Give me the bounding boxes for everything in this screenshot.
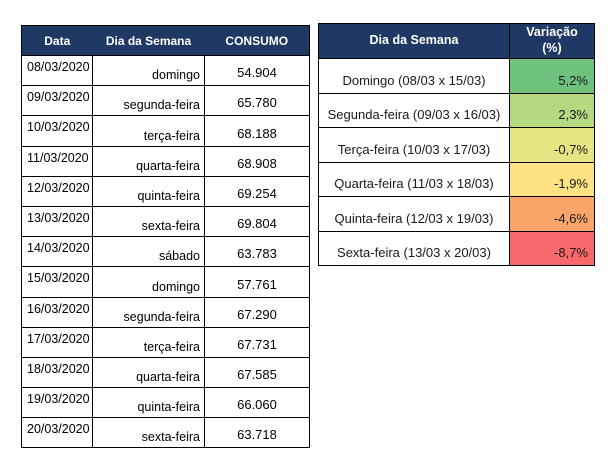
variation-header-line2: (%) xyxy=(542,41,562,55)
date-cell: 17/03/2020 xyxy=(21,326,93,358)
date-cell: 18/03/2020 xyxy=(21,356,93,389)
consumption-cell: 68.188 xyxy=(204,115,310,147)
consumption-cell: 68.908 xyxy=(204,145,310,177)
date-cell: 15/03/2020 xyxy=(21,266,93,298)
consumption-row: 17/03/2020 terça-feira 67.731 xyxy=(21,326,310,358)
variation-value-cell: -1,9% xyxy=(509,161,595,197)
consumption-row: 20/03/2020 sexta-feira 63.718 xyxy=(21,417,310,449)
variation-value-cell: 5,2% xyxy=(509,58,595,94)
consumption-cell: 63.783 xyxy=(204,236,310,268)
consumption-cell: 69.254 xyxy=(204,175,310,207)
consumption-cell: 57.761 xyxy=(204,266,310,298)
day-cell: segunda-feira xyxy=(92,85,205,117)
day-cell: quinta-feira xyxy=(92,387,205,419)
day-cell: quarta-feira xyxy=(92,145,205,177)
consumption-cell: 67.585 xyxy=(204,356,310,389)
date-cell: 08/03/2020 xyxy=(21,54,93,87)
consumption-row: 16/03/2020 segunda-feira 67.290 xyxy=(21,296,310,328)
consumption-row: 14/03/2020 sábado 63.783 xyxy=(21,236,310,268)
day-cell: terça-feira xyxy=(92,326,205,358)
day-cell: sábado xyxy=(92,236,205,268)
variation-value-cell: -0,7% xyxy=(509,127,595,163)
variation-header-line1: Variação xyxy=(526,25,578,40)
date-cell: 11/03/2020 xyxy=(21,145,93,177)
consumption-row: 18/03/2020 quarta-feira 67.585 xyxy=(21,356,310,389)
variation-header-day: Dia da Semana xyxy=(318,23,510,59)
variation-table: Dia da Semana Variação (%) Domingo (08/0… xyxy=(318,23,595,266)
date-cell: 12/03/2020 xyxy=(21,175,93,207)
consumption-header-day: Dia da Semana xyxy=(92,25,205,56)
consumption-table: Data Dia da Semana CONSUMO 08/03/2020 do… xyxy=(21,25,310,449)
date-cell: 19/03/2020 xyxy=(21,387,93,419)
date-cell: 13/03/2020 xyxy=(21,205,93,238)
variation-day-cell: Terça-feira (10/03 x 17/03) xyxy=(318,127,510,163)
date-cell: 09/03/2020 xyxy=(21,85,93,117)
consumption-header-row: Data Dia da Semana CONSUMO xyxy=(21,25,310,56)
consumption-row: 08/03/2020 domingo 54.904 xyxy=(21,54,310,87)
consumption-cell: 63.718 xyxy=(204,417,310,449)
variation-value-cell: 2,3% xyxy=(509,92,595,128)
day-cell: quarta-feira xyxy=(92,356,205,389)
consumption-cell: 67.731 xyxy=(204,326,310,358)
day-cell: domingo xyxy=(92,54,205,87)
consumption-row: 11/03/2020 quarta-feira 68.908 xyxy=(21,145,310,177)
day-cell: segunda-feira xyxy=(92,296,205,328)
variation-value-cell: -4,6% xyxy=(509,196,595,232)
consumption-row: 19/03/2020 quinta-feira 66.060 xyxy=(21,387,310,419)
day-cell: quinta-feira xyxy=(92,175,205,207)
variation-day-cell: Quinta-feira (12/03 x 19/03) xyxy=(318,196,510,232)
date-cell: 20/03/2020 xyxy=(21,417,93,449)
variation-row: Quarta-feira (11/03 x 18/03) -1,9% xyxy=(318,161,595,197)
consumption-cell: 69.804 xyxy=(204,205,310,238)
day-cell: domingo xyxy=(92,266,205,298)
date-cell: 14/03/2020 xyxy=(21,236,93,268)
consumption-cell: 67.290 xyxy=(204,296,310,328)
variation-row: Quinta-feira (12/03 x 19/03) -4,6% xyxy=(318,196,595,232)
consumption-header-consumo: CONSUMO xyxy=(204,25,310,56)
date-cell: 10/03/2020 xyxy=(21,115,93,147)
variation-header-row: Dia da Semana Variação (%) xyxy=(318,23,595,59)
consumption-row: 15/03/2020 domingo 57.761 xyxy=(21,266,310,298)
consumption-row: 12/03/2020 quinta-feira 69.254 xyxy=(21,175,310,207)
day-cell: sexta-feira xyxy=(92,417,205,449)
variation-header-percent: Variação (%) xyxy=(509,23,595,59)
variation-row: Segunda-feira (09/03 x 16/03) 2,3% xyxy=(318,92,595,128)
variation-day-cell: Domingo (08/03 x 15/03) xyxy=(318,58,510,94)
consumption-header-date: Data xyxy=(21,25,93,56)
consumption-cell: 54.904 xyxy=(204,54,310,87)
variation-day-cell: Segunda-feira (09/03 x 16/03) xyxy=(318,92,510,128)
consumption-cell: 65.780 xyxy=(204,85,310,117)
consumption-row: 13/03/2020 sexta-feira 69.804 xyxy=(21,205,310,238)
variation-row: Domingo (08/03 x 15/03) 5,2% xyxy=(318,58,595,94)
variation-value-cell: -8,7% xyxy=(509,230,595,266)
day-cell: terça-feira xyxy=(92,115,205,147)
variation-row: Terça-feira (10/03 x 17/03) -0,7% xyxy=(318,127,595,163)
consumption-row: 09/03/2020 segunda-feira 65.780 xyxy=(21,85,310,117)
date-cell: 16/03/2020 xyxy=(21,296,93,328)
consumption-cell: 66.060 xyxy=(204,387,310,419)
variation-row: Sexta-feira (13/03 x 20/03) -8,7% xyxy=(318,230,595,266)
variation-day-cell: Quarta-feira (11/03 x 18/03) xyxy=(318,161,510,197)
consumption-row: 10/03/2020 terça-feira 68.188 xyxy=(21,115,310,147)
variation-day-cell: Sexta-feira (13/03 x 20/03) xyxy=(318,230,510,266)
day-cell: sexta-feira xyxy=(92,205,205,238)
